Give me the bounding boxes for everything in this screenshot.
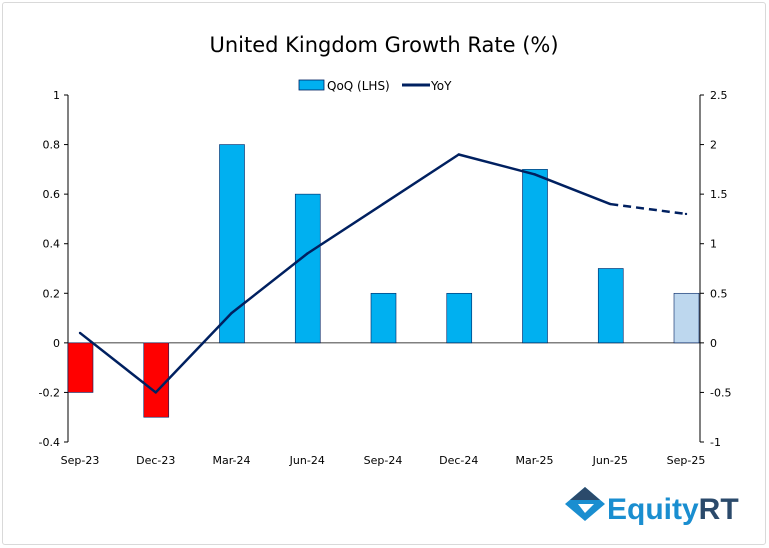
x-tick-label: Sep-25	[667, 454, 706, 467]
yoy-point-Sep-23	[78, 331, 82, 335]
x-tick-label: Jun-25	[592, 454, 628, 467]
x-tick-label: Sep-24	[364, 454, 403, 467]
chart-title: United Kingdom Growth Rate (%)	[209, 33, 558, 57]
bar-qoq-Dec-23	[143, 342, 170, 418]
left-tick-label: 0.4	[43, 238, 61, 251]
left-tick-label: 0.6	[43, 188, 61, 201]
left-tick-label: 1	[53, 89, 60, 102]
right-tick-label: -0.5	[710, 386, 731, 399]
right-tick-label: -1	[710, 436, 721, 449]
yoy-line	[79, 153, 611, 394]
x-tick-label: Mar-24	[212, 454, 250, 467]
bar-qoq-Sep-25	[673, 292, 700, 344]
logo-text-rt: RT	[699, 493, 739, 526]
legend-swatch-qoq	[298, 79, 325, 91]
yoy-point-Mar-24	[230, 311, 233, 315]
legend: QoQ (LHS) YoY	[298, 79, 452, 93]
legend-label-yoy: YoY	[430, 79, 452, 93]
legend-label-qoq: QoQ (LHS)	[327, 79, 390, 93]
x-tick-label: Dec-23	[136, 454, 175, 467]
right-tick-label: 2	[710, 139, 717, 152]
logo-text-equity: Equity	[607, 493, 699, 526]
left-tick-label: -0.4	[39, 436, 60, 449]
bar-qoq-Mar-25	[522, 169, 548, 344]
right-tick-label: 2.5	[710, 89, 728, 102]
yoy-point-Mar-25	[533, 173, 536, 176]
yoy-line-forecast	[610, 202, 687, 216]
logo-text: EquityRT	[607, 493, 739, 526]
yoy-point-Jun-24	[306, 252, 309, 255]
right-tick-label: 0	[710, 337, 717, 350]
yoy-point-Dec-23	[154, 391, 157, 394]
x-tick-label: Jun-24	[289, 454, 325, 467]
left-tick-label: 0	[53, 337, 60, 350]
bar-qoq-Dec-24	[446, 292, 473, 344]
right-tick-label: 1	[710, 238, 717, 251]
equityrt-logo: EquityRT	[565, 487, 739, 526]
right-tick-label: 1.5	[710, 188, 728, 201]
yoy-point-Sep-24	[381, 202, 385, 206]
yoy-point-Jun-25	[609, 202, 612, 206]
x-tick-label: Sep-23	[61, 454, 100, 467]
bar-qoq-Mar-24	[219, 144, 245, 344]
yoy-point-Dec-24	[457, 153, 460, 156]
right-tick-label: 0.5	[710, 287, 728, 300]
left-tick-label: 0.8	[43, 139, 61, 152]
bar-qoq-Sep-23	[67, 342, 94, 393]
bar-qoq-Jun-25	[597, 268, 624, 344]
left-tick-label: 0.2	[43, 287, 61, 300]
bar-qoq-Sep-24	[370, 292, 397, 344]
bar-qoq-Jun-24	[294, 193, 321, 344]
x-tick-label: Dec-24	[439, 454, 478, 467]
left-tick-label: -0.2	[39, 386, 60, 399]
yoy-point-Sep-25	[684, 212, 688, 216]
x-tick-label: Mar-25	[515, 454, 553, 467]
